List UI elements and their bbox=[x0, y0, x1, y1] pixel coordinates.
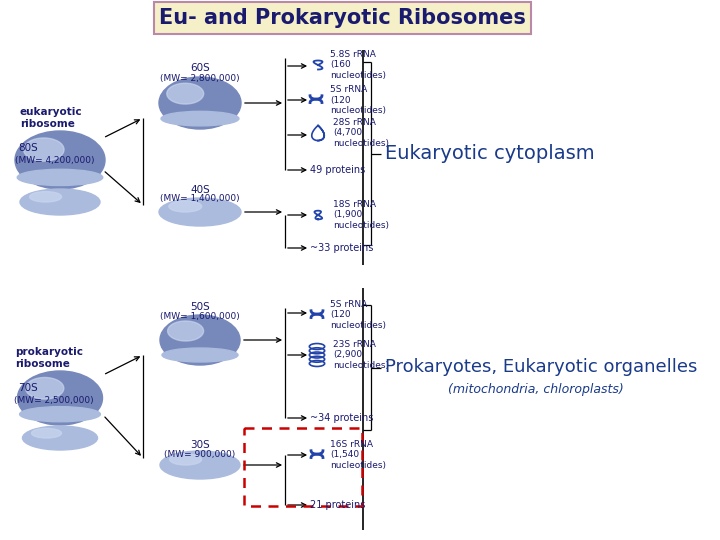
Ellipse shape bbox=[30, 192, 62, 202]
Ellipse shape bbox=[32, 428, 61, 438]
Ellipse shape bbox=[24, 138, 64, 161]
Bar bbox=[244, 428, 362, 506]
Ellipse shape bbox=[161, 111, 239, 126]
Text: (MW= 1,600,000): (MW= 1,600,000) bbox=[160, 312, 240, 321]
Text: 40S: 40S bbox=[190, 185, 210, 195]
Text: 60S: 60S bbox=[190, 63, 210, 73]
Text: 49 proteins: 49 proteins bbox=[310, 165, 365, 175]
Text: 21 proteins: 21 proteins bbox=[310, 500, 365, 510]
Text: 16S rRNA
(1,540
nucleotides): 16S rRNA (1,540 nucleotides) bbox=[330, 440, 386, 470]
Ellipse shape bbox=[26, 377, 64, 399]
Ellipse shape bbox=[168, 321, 204, 341]
Text: (MW= 900,000): (MW= 900,000) bbox=[164, 449, 235, 458]
Ellipse shape bbox=[170, 454, 202, 465]
Text: 70S: 70S bbox=[18, 383, 37, 393]
Text: ~33 proteins: ~33 proteins bbox=[310, 243, 374, 253]
Ellipse shape bbox=[15, 131, 105, 189]
Ellipse shape bbox=[17, 371, 102, 425]
Text: prokaryotic
ribosome: prokaryotic ribosome bbox=[15, 347, 83, 369]
Text: ~34 proteins: ~34 proteins bbox=[310, 413, 374, 423]
Text: 30S: 30S bbox=[190, 440, 210, 450]
Text: eukaryotic
ribosome: eukaryotic ribosome bbox=[20, 107, 83, 129]
Text: 28S rRNA
(4,700
nucleotides): 28S rRNA (4,700 nucleotides) bbox=[333, 118, 389, 148]
Text: (MW= 2,800,000): (MW= 2,800,000) bbox=[160, 73, 240, 83]
Text: Eu- and Prokaryotic Ribosomes: Eu- and Prokaryotic Ribosomes bbox=[159, 8, 526, 28]
Text: (MW= 1,400,000): (MW= 1,400,000) bbox=[160, 194, 240, 204]
Text: (MW= 2,500,000): (MW= 2,500,000) bbox=[14, 395, 94, 404]
Ellipse shape bbox=[160, 315, 240, 365]
Ellipse shape bbox=[160, 451, 240, 479]
Text: 5S rRNA
(120
nucleotides): 5S rRNA (120 nucleotides) bbox=[330, 300, 386, 330]
Text: 18S rRNA
(1,900
nucleotides): 18S rRNA (1,900 nucleotides) bbox=[333, 200, 389, 230]
Text: 50S: 50S bbox=[190, 302, 210, 312]
Ellipse shape bbox=[19, 407, 100, 422]
Ellipse shape bbox=[22, 426, 97, 450]
FancyBboxPatch shape bbox=[154, 2, 531, 34]
Ellipse shape bbox=[20, 189, 100, 215]
Text: 5S rRNA
(120
nucleotides): 5S rRNA (120 nucleotides) bbox=[330, 85, 386, 115]
Ellipse shape bbox=[167, 83, 204, 104]
Text: Eukaryotic cytoplasm: Eukaryotic cytoplasm bbox=[385, 144, 595, 163]
Ellipse shape bbox=[159, 77, 241, 129]
Text: (mitochondria, chloroplasts): (mitochondria, chloroplasts) bbox=[448, 383, 624, 396]
Text: 5.8S rRNA
(160
nucleotides): 5.8S rRNA (160 nucleotides) bbox=[330, 50, 386, 80]
Ellipse shape bbox=[162, 348, 238, 362]
Text: 23S rRNA
(2,900
nucleotides): 23S rRNA (2,900 nucleotides) bbox=[333, 340, 389, 370]
Text: (MW= 4,200,000): (MW= 4,200,000) bbox=[15, 156, 94, 165]
Ellipse shape bbox=[159, 198, 241, 226]
Text: Prokaryotes, Eukaryotic organelles: Prokaryotes, Eukaryotic organelles bbox=[385, 359, 698, 376]
Ellipse shape bbox=[17, 169, 103, 186]
Ellipse shape bbox=[168, 201, 202, 212]
Text: 80S: 80S bbox=[18, 143, 37, 153]
